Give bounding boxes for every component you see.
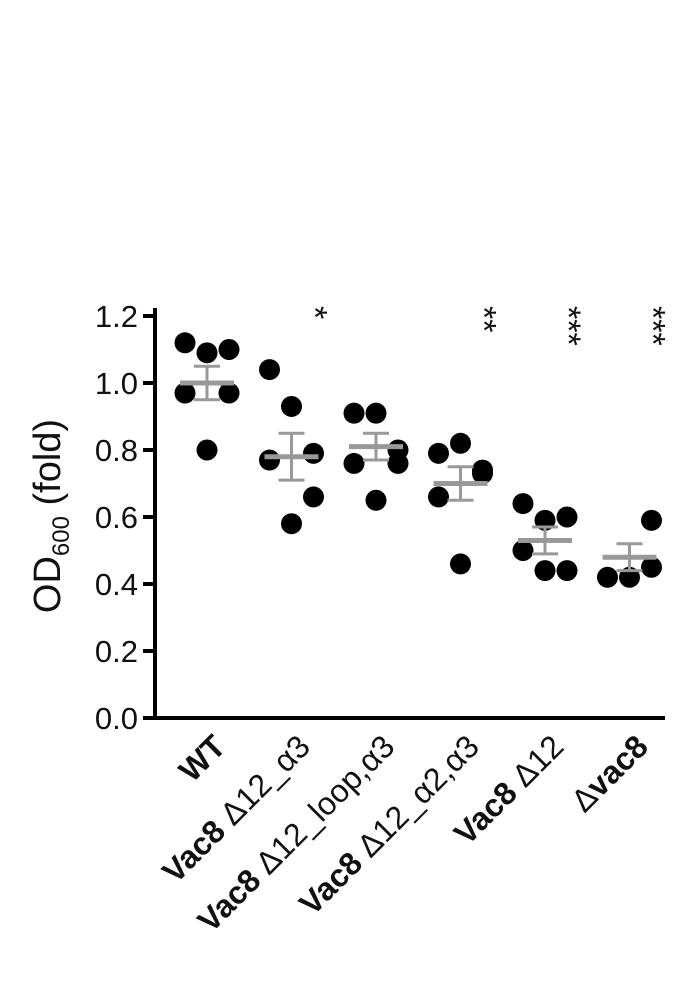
significance-label: *** (549, 306, 587, 346)
y-axis-title-suffix: (fold) (27, 419, 69, 516)
significance-stars: * (296, 306, 334, 319)
y-ticks: 0.0 0.2 0.4 0.6 0.8 1.0 1.2 (95, 299, 155, 736)
y-axis-title: OD600 (fold) (27, 419, 75, 613)
data-point (365, 489, 387, 511)
axes (153, 308, 665, 720)
data-point (303, 442, 324, 464)
category-label: WT (172, 728, 233, 789)
data-point (597, 566, 618, 588)
category-label-part: WT (172, 728, 233, 789)
significance-label: *** (634, 306, 672, 346)
y-axis-title-main: OD (27, 556, 69, 613)
significance-label: ** (465, 306, 503, 332)
data-point (556, 560, 578, 582)
svg-text:OD600 (fold): OD600 (fold) (27, 419, 75, 613)
y-tick-label: 0.6 (95, 500, 138, 535)
data-point (556, 506, 578, 528)
data-point (259, 449, 280, 471)
data-point (641, 556, 662, 578)
data-point (428, 442, 449, 464)
y-tick-label: 1.0 (95, 366, 138, 401)
data-point (174, 382, 196, 404)
data-point (450, 432, 471, 454)
data-point (534, 560, 556, 582)
data-point (259, 359, 280, 381)
significance-marks: * ** *** *** (296, 306, 672, 346)
category-label-text: WT (172, 728, 233, 789)
data-point (428, 486, 449, 508)
y-axis-title-subscript: 600 (48, 516, 75, 556)
data-point (512, 540, 534, 561)
data-point (196, 342, 218, 364)
category-label-text: Vac8 Δ12_α3 (155, 728, 317, 890)
category-label: Vac8 Δ12_α3 (155, 728, 317, 890)
data-point (281, 513, 302, 535)
category-label-text: Δvac8 (564, 728, 655, 819)
data-point (472, 462, 493, 484)
data-marks (174, 332, 662, 588)
data-point (343, 452, 365, 474)
y-tick-label: 0.2 (95, 634, 138, 669)
data-point (343, 402, 365, 424)
data-point (174, 332, 196, 354)
significance-label: * (296, 306, 334, 319)
y-tick-label: 0.4 (95, 567, 138, 602)
data-point (218, 339, 240, 360)
data-point (218, 382, 240, 404)
data-point (281, 395, 302, 417)
data-point (450, 553, 471, 575)
significance-stars: *** (634, 306, 672, 346)
data-point (303, 486, 324, 508)
y-tick-label: 0.0 (95, 701, 138, 736)
data-point (365, 402, 387, 424)
data-point (196, 439, 218, 461)
data-point (641, 509, 662, 531)
significance-stars: ** (465, 306, 503, 332)
category-label-part: Δ12_loop,α3 (242, 728, 401, 887)
significance-stars: *** (549, 306, 587, 346)
y-tick-label: 1.2 (95, 299, 138, 334)
data-point (512, 493, 534, 515)
data-point (387, 452, 409, 474)
y-tick-label: 0.8 (95, 433, 138, 468)
category-label: Δvac8 (564, 728, 655, 819)
